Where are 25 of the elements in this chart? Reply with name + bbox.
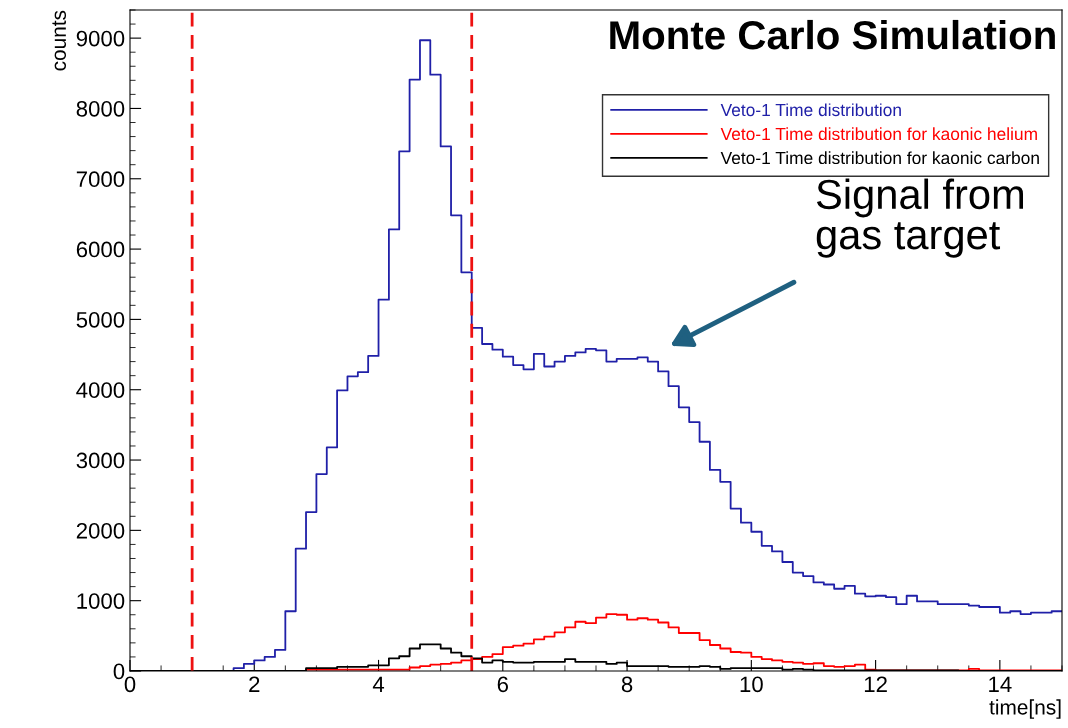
y-tick-label: 3000 [76, 452, 125, 469]
x-tick-label: 12 [864, 676, 887, 692]
x-tick-label: 14 [989, 676, 1012, 692]
x-tick-label: 6 [497, 676, 508, 693]
text: Veto-1 Time distribution [720, 103, 901, 117]
annotation: Signal from gas target [816, 178, 1023, 258]
x-tick-label: 2 [249, 676, 260, 692]
y-tick-label: 1000 [77, 593, 125, 609]
y-tick-label: 9000 [76, 30, 125, 47]
x-axis-title: time[ns] [989, 699, 1061, 719]
y-tick-label: 7000 [76, 171, 125, 188]
y-tick-label: 2000 [76, 522, 125, 539]
x-tick-label: 10 [740, 676, 763, 693]
y-tick-label: 4000 [76, 382, 125, 398]
y-tick-label: 8000 [76, 100, 125, 117]
y-tick-label: 5000 [76, 311, 125, 328]
x-tick-label: 8 [621, 676, 633, 693]
chart-title: Monte Carlo Simulation [610, 19, 1055, 50]
y-tick-label: 6000 [76, 241, 125, 258]
x-tick-label: 0 [124, 676, 136, 693]
text: Veto-1 Time distribution for kaonic helium [720, 127, 1037, 141]
text: Veto-1 Time distribution for kaonic carbon [720, 151, 1039, 165]
y-tick-label: 0 [113, 663, 125, 680]
y-axis-title: counts [52, 10, 67, 71]
x-tick-label: 4 [372, 676, 385, 692]
